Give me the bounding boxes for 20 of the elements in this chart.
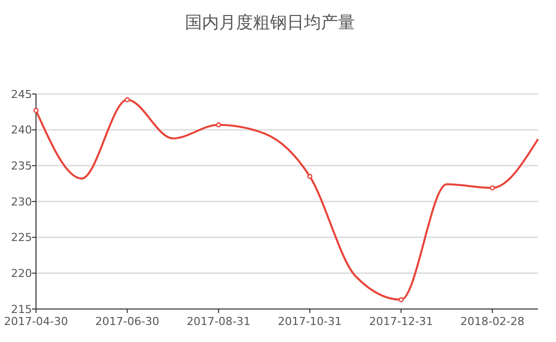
x-tick-label: 2017-12-31 (369, 315, 434, 328)
x-tick-label: 2017-08-31 (186, 315, 251, 328)
y-tick-label: 220 (11, 267, 32, 280)
y-tick-label: 245 (11, 88, 32, 101)
y-tick-label: 235 (11, 160, 32, 173)
point (398, 297, 404, 302)
y-tick-label: 225 (11, 231, 32, 244)
chart-title: 国内月度粗钢日均产量 (185, 13, 355, 33)
x-tick-label: 2017-06-30 (95, 315, 160, 328)
y-tick-label: 240 (11, 124, 32, 137)
point (124, 97, 130, 102)
point (216, 122, 222, 128)
point (490, 185, 495, 190)
point (307, 174, 312, 179)
x-tick-label: 2017-10-31 (278, 315, 342, 328)
x-tick-label: 2017-04-30 (4, 315, 68, 328)
y-tick-label: 230 (11, 195, 32, 208)
x-tick-label: 2018-02-28 (460, 315, 524, 328)
y-tick-label: 215 (11, 302, 32, 316)
point (33, 108, 39, 114)
